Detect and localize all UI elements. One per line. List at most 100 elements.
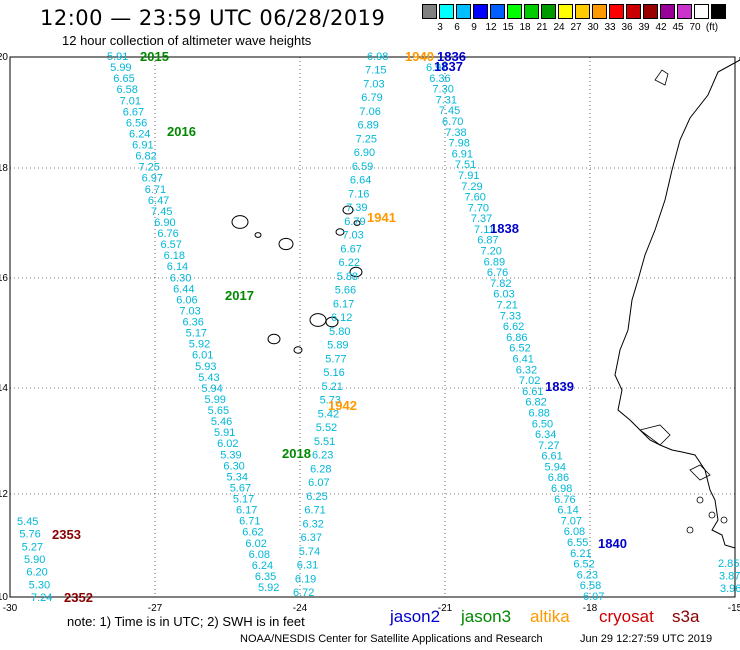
wave-height-value: 5.88 [337,271,358,283]
island-outline [278,237,294,251]
wave-height-value: 6.76 [487,267,508,279]
lon-tick-label: -15 [728,603,740,614]
wave-height-value: 6.56 [126,117,147,129]
wave-height-value: 6.90 [354,147,375,159]
wave-height-value: 5.74 [299,546,320,558]
coast-detail [689,464,711,481]
wave-height-value: 5.34 [227,471,248,483]
wave-height-value: 7.25 [356,133,377,145]
wave-height-value: 7.37 [471,213,492,225]
scale-swatch [575,4,590,19]
track-label-1837: 1837 [434,59,463,74]
wave-height-value: 6.14 [557,505,578,517]
wave-height-value: 6.52 [509,343,530,355]
lat-tick-label: 16 [0,273,8,284]
wave-height-value: 7.27 [538,440,559,452]
wave-height-value: 7.98 [448,138,469,150]
wave-height-value: 6.67 [340,243,361,255]
wave-height-value: 6.44 [173,283,194,295]
wave-height-value: 6.97 [426,62,447,74]
wave-height-value: 6.08 [564,526,585,538]
wave-height-value: 5.76 [19,529,40,541]
wave-height-value: 6.82 [135,151,156,163]
wave-height-value: 5.77 [325,353,346,365]
wave-height-value: 7.82 [490,278,511,290]
wave-height-value: 6.23 [577,569,598,581]
wave-height-value: 6.55 [567,537,588,549]
scale-label: 39 [638,22,650,33]
wave-height-value: 6.98 [551,483,572,495]
wave-height-value: 6.07 [308,477,329,489]
scale-label: 15 [502,22,514,33]
wave-height-value: 6.17 [333,298,354,310]
wave-height-value: 6.70 [442,116,463,128]
wave-height-value: 6.64 [350,175,371,187]
wave-height-value: 5.94 [545,461,566,473]
scale-swatch [677,4,692,19]
wave-height-value: 6.71 [304,505,325,517]
wave-height-value: 6.82 [525,397,546,409]
wave-height-value: 7.01 [120,95,141,107]
island-outline [342,205,354,215]
track-label-2352: 2352 [64,590,93,605]
wave-height-value: 6.30 [223,460,244,472]
wave-height-value: 6.31 [297,560,318,572]
wave-height-value: 6.18 [164,250,185,262]
wave-height-value: 6.37 [301,532,322,544]
satellite-jason3: jason3 [461,607,512,626]
island-outline [325,316,339,328]
wave-height-value: 6.03 [493,289,514,301]
wave-height-value: 5.43 [198,372,219,384]
lat-tick-label: 20 [0,52,8,63]
scale-swatch [711,4,726,19]
island-outline [267,333,281,345]
scale-swatch [473,4,488,19]
wave-height-value: 7.03 [179,305,200,317]
scale-label: 42 [655,22,667,33]
wave-height-value: 5.17 [186,328,207,340]
wave-height-value: 6.19 [295,573,316,585]
map-title: 12:00 — 23:59 UTC 06/28/2019 [40,6,386,30]
wave-height-value: 6.02 [245,538,266,550]
lon-tick-label: -18 [583,603,598,614]
wave-height-value: 7.51 [455,159,476,171]
wave-height-value: 6.14 [167,261,188,273]
wave-height-value: 6.98 [367,51,388,63]
wave-height-value: 5.65 [208,405,229,417]
scale-swatch [456,4,471,19]
wave-height-value: 6.91 [132,140,153,152]
wave-height-value: 6.71 [145,184,166,196]
wave-height-value: 6.90 [154,217,175,229]
wave-height-value: 7.91 [458,170,479,182]
wave-height-value: 6.86 [548,472,569,484]
wave-height-value: 6.65 [113,73,134,85]
scale-label: 36 [621,22,633,33]
wave-height-value: 6.24 [129,128,150,140]
wave-height-value: 6.07 [583,591,604,603]
wave-height-value: 6.12 [331,312,352,324]
scale-label: 70 [689,22,701,33]
wave-height-value: 6.20 [26,567,47,579]
wave-height-value: 5.99 [110,62,131,74]
wave-height-value: 7.45 [439,105,460,117]
wave-height-value: 5.39 [220,449,241,461]
lon-tick-label: -30 [3,603,18,614]
wave-height-value: 7.06 [359,106,380,118]
island-outline [686,526,694,534]
wave-height-value: 7.16 [348,188,369,200]
wave-height-value: 5.30 [29,579,50,591]
wave-height-value: 7.33 [500,310,521,322]
wave-height-value: 5.80 [329,326,350,338]
africa-coastline [614,57,740,549]
scale-swatch [439,4,454,19]
wave-height-value: 6.36 [429,73,450,85]
scale-swatch [524,4,539,19]
wave-height-value: 5.45 [17,516,38,528]
wave-height-value: 7.70 [468,202,489,214]
scale-label: 18 [519,22,531,33]
wave-height-value: 6.71 [239,516,260,528]
lat-tick-label: 12 [0,489,8,500]
wave-height-value: 6.67 [123,106,144,118]
scale-swatch [558,4,573,19]
wave-height-value: 6.01 [192,350,213,362]
